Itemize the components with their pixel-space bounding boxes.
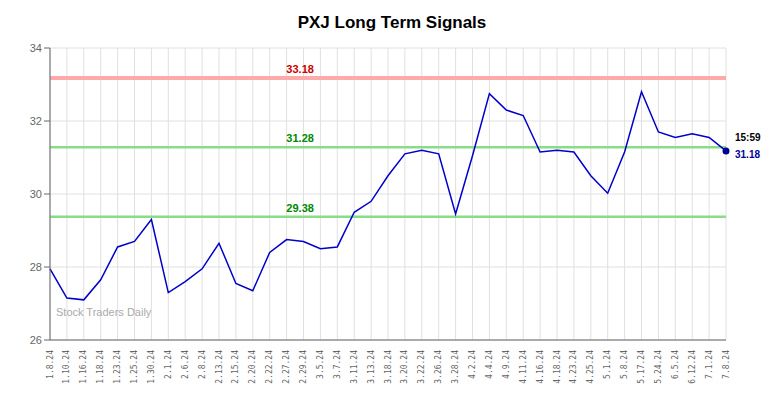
svg-text:30: 30 xyxy=(30,188,42,200)
svg-text:2.1.24: 2.1.24 xyxy=(164,350,173,379)
svg-text:2.8.24: 2.8.24 xyxy=(198,350,207,379)
svg-text:28: 28 xyxy=(30,261,42,273)
html-text:Stock Traders Daily: Stock Traders Daily xyxy=(56,306,152,318)
svg-text:2.29.24: 2.29.24 xyxy=(299,350,308,384)
svg-text:6.5.24: 6.5.24 xyxy=(671,350,680,379)
svg-text:2.15.24: 2.15.24 xyxy=(231,350,240,384)
svg-text:29.38: 29.38 xyxy=(286,202,314,214)
svg-text:1.30.24: 1.30.24 xyxy=(147,350,156,384)
svg-text:3.26.24: 3.26.24 xyxy=(434,350,443,384)
svg-text:4.23.24: 4.23.24 xyxy=(569,350,578,384)
svg-text:4.16.24: 4.16.24 xyxy=(536,350,545,384)
svg-text:2.22.24: 2.22.24 xyxy=(265,350,274,384)
svg-text:1.16.24: 1.16.24 xyxy=(79,350,88,384)
svg-text:3.7.24: 3.7.24 xyxy=(333,350,342,379)
svg-text:1.23.24: 1.23.24 xyxy=(113,350,122,384)
svg-text:2.13.24: 2.13.24 xyxy=(215,350,224,384)
svg-text:32: 32 xyxy=(30,115,42,127)
svg-text:5.8.24: 5.8.24 xyxy=(620,350,629,379)
svg-text:31.18: 31.18 xyxy=(735,149,760,160)
svg-text:26: 26 xyxy=(30,334,42,346)
svg-text:33.18: 33.18 xyxy=(286,63,314,75)
svg-text:4.9.24: 4.9.24 xyxy=(502,350,511,379)
svg-text:7.1.24: 7.1.24 xyxy=(705,350,714,379)
svg-text:1.25.24: 1.25.24 xyxy=(130,350,139,384)
svg-text:2.20.24: 2.20.24 xyxy=(248,350,257,384)
svg-text:3.11.24: 3.11.24 xyxy=(350,350,359,384)
svg-text:1.8.24: 1.8.24 xyxy=(46,350,55,379)
html-text:PXJ Long Term Signals: PXJ Long Term Signals xyxy=(297,13,487,32)
svg-text:34: 34 xyxy=(30,42,42,54)
svg-text:1.10.24: 1.10.24 xyxy=(62,350,71,384)
svg-text:7.8.24: 7.8.24 xyxy=(722,350,731,379)
svg-text:6.12.24: 6.12.24 xyxy=(688,350,697,384)
svg-text:2.27.24: 2.27.24 xyxy=(282,350,291,384)
svg-text:3.5.24: 3.5.24 xyxy=(316,350,325,379)
svg-text:3.28.24: 3.28.24 xyxy=(451,350,460,384)
svg-text:1.18.24: 1.18.24 xyxy=(96,350,105,384)
svg-text:2.6.24: 2.6.24 xyxy=(181,350,190,379)
svg-text:4.4.24: 4.4.24 xyxy=(485,350,494,379)
svg-text:4.25.24: 4.25.24 xyxy=(586,350,595,384)
svg-text:31.28: 31.28 xyxy=(286,132,314,144)
svg-text:3.20.24: 3.20.24 xyxy=(400,350,409,384)
svg-text:3.13.24: 3.13.24 xyxy=(367,350,376,384)
svg-text:15:59: 15:59 xyxy=(735,132,761,143)
svg-text:5.17.24: 5.17.24 xyxy=(637,350,646,384)
svg-text:3.18.24: 3.18.24 xyxy=(384,350,393,384)
svg-text:4.18.24: 4.18.24 xyxy=(553,350,562,384)
svg-text:4.2.24: 4.2.24 xyxy=(468,350,477,379)
svg-text:5.24.24: 5.24.24 xyxy=(654,350,663,384)
svg-text:5.1.24: 5.1.24 xyxy=(603,350,612,379)
svg-text:3.22.24: 3.22.24 xyxy=(417,350,426,384)
svg-text:4.11.24: 4.11.24 xyxy=(519,350,528,384)
